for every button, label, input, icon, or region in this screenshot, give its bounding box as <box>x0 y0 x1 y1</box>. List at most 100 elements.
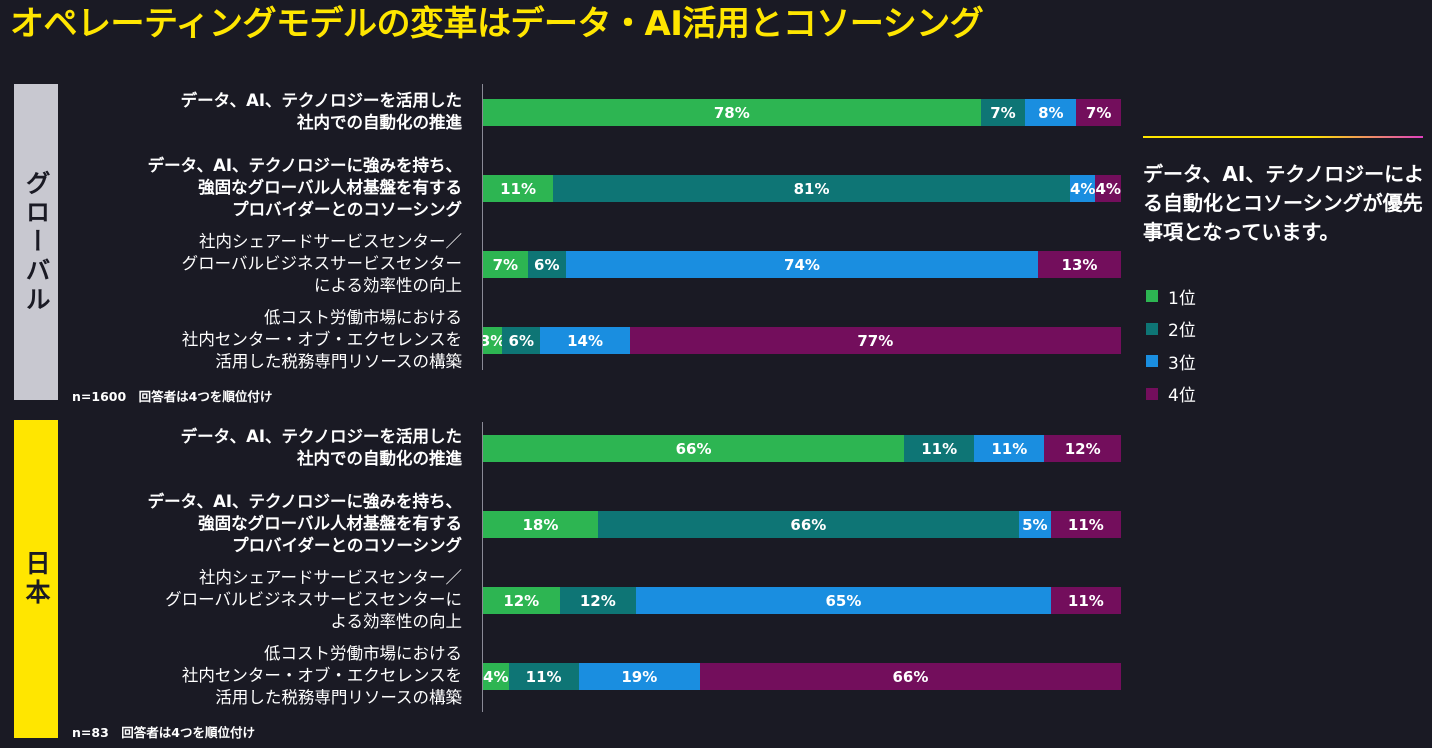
bar-segment: 11% <box>483 175 554 202</box>
data-label: 19% <box>621 667 658 686</box>
data-label: 3% <box>483 331 502 350</box>
category-label: データ、AI、テクノロジーを活用した 社内での自動化の推進 <box>70 90 462 134</box>
bar-segment: 8% <box>1025 99 1077 126</box>
category-label-line: 社内センター・オブ・エクセレンスを <box>181 330 462 349</box>
category-label: データ、AI、テクノロジーに強みを持ち、強固なグローバル人材基盤を有するプロバイ… <box>70 491 462 557</box>
data-label: 11% <box>1067 515 1104 534</box>
bar-segment: 11% <box>508 663 579 690</box>
category-label-line: 活用した税務専門リソースの構築 <box>215 688 462 707</box>
category-label-line: 強固なグローバル人材基盤を有する <box>198 178 462 197</box>
legend: 1位 2位 3位 4位 <box>1146 280 1196 410</box>
category-label-line: 活用した税務専門リソースの構築 <box>215 352 462 371</box>
bar-segment: 6% <box>527 251 566 278</box>
legend-item: 1位 <box>1146 280 1196 313</box>
bar-row: 12% 12% 65% 11% <box>483 587 1121 614</box>
data-label: 4% <box>1095 179 1121 198</box>
bar-segment: 4% <box>1069 175 1096 202</box>
data-label: 6% <box>534 255 560 274</box>
bar-row: 11% 81% 4% 4% <box>483 175 1121 202</box>
bar-segment: 74% <box>565 251 1039 278</box>
data-label: 65% <box>825 591 862 610</box>
bar-segment: 11% <box>1050 511 1121 538</box>
category-label-line: 社内シェアードサービスセンター／ <box>198 568 462 587</box>
axis-line-japan <box>482 422 483 712</box>
bar-segment: 3% <box>483 327 503 354</box>
bar-row: 18% 66% 5% 11% <box>483 511 1121 538</box>
category-label-line: プロバイダーとのコソーシング <box>232 200 462 219</box>
bar-segment: 65% <box>636 587 1051 614</box>
bar-segment: 66% <box>699 663 1121 690</box>
legend-label: 2位 <box>1168 321 1196 342</box>
category-label-line: グローバルビジネスサービスセンターに <box>165 590 462 609</box>
bar-row: 78% 7% 8% 7% <box>483 99 1121 126</box>
region-japan-label: 日本 <box>22 550 51 608</box>
category-label-line: よる効率性の向上 <box>330 612 462 631</box>
category-label: 社内シェアードサービスセンター／ グローバルビジネスサービスセンターによる効率性の… <box>70 567 462 633</box>
bar-segment: 77% <box>629 327 1121 354</box>
data-label: 66% <box>790 515 827 534</box>
bar-segment: 81% <box>553 175 1070 202</box>
region-global-label: グローバル <box>22 169 51 315</box>
bar-segment: 5% <box>1018 511 1051 538</box>
bar-row: 66% 11% 11% 12% <box>483 435 1121 462</box>
category-label-line: 強固なグローバル人材基盤を有する <box>198 514 462 533</box>
category-label-line: データ、AI、テクノロジーに強みを持ち、 <box>147 156 462 175</box>
data-label: 12% <box>503 591 540 610</box>
bar-segment: 6% <box>502 327 541 354</box>
region-japan-box: 日本 <box>14 420 58 738</box>
category-label-line: プロバイダーとのコソーシング <box>232 536 462 555</box>
sample-note-global: n=1600 回答者は4つを順位付け <box>72 389 273 404</box>
category-label-line: 低コスト労働市場における <box>264 308 462 327</box>
bar-segment: 4% <box>483 663 509 690</box>
data-label: 4% <box>483 667 509 686</box>
legend-label: 4位 <box>1168 386 1196 407</box>
data-label: 7% <box>1085 103 1112 122</box>
category-label-line: 社内での自動化の推進 <box>297 449 462 468</box>
data-label: 77% <box>857 331 894 350</box>
category-label-line: データ、AI、テクノロジーを活用した <box>180 427 462 446</box>
bar-row: 7% 6% 74% 13% <box>483 251 1121 278</box>
legend-item: 4位 <box>1146 378 1196 411</box>
category-label-line: データ、AI、テクノロジーを活用した <box>180 91 462 110</box>
category-label: 低コスト労働市場における 社内センター・オブ・エクセレンスを 活用した税務専門リソー… <box>70 643 462 709</box>
data-label: 11% <box>1067 591 1104 610</box>
category-label-line: による効率性の向上 <box>313 276 462 295</box>
bar-segment: 11% <box>974 435 1045 462</box>
bar-row: 4% 11% 19% 66% <box>483 663 1121 690</box>
bar-segment: 4% <box>1095 175 1121 202</box>
legend-swatch <box>1146 387 1158 400</box>
bar-segment: 7% <box>1076 99 1121 126</box>
data-label: 66% <box>675 439 712 458</box>
data-label: 11% <box>525 667 562 686</box>
data-label: 6% <box>508 331 534 350</box>
legend-item: 3位 <box>1146 345 1196 378</box>
bar-segment: 7% <box>980 99 1026 126</box>
category-label-line: 低コスト労働市場における <box>264 644 462 663</box>
bar-segment: 11% <box>1050 587 1121 614</box>
category-label-line: データ、AI、テクノロジーに強みを持ち、 <box>147 492 462 511</box>
data-label: 7% <box>492 255 519 274</box>
data-label: 18% <box>522 515 559 534</box>
data-label: 66% <box>892 667 929 686</box>
category-label: データ、AI、テクノロジーに強みを持ち、強固なグローバル人材基盤を有するプロバイ… <box>70 155 462 221</box>
bar-segment: 66% <box>597 511 1019 538</box>
data-label: 7% <box>990 103 1016 122</box>
bar-segment: 18% <box>483 511 598 538</box>
bar-segment: 66% <box>483 435 905 462</box>
region-global-box: グローバル <box>14 84 58 400</box>
data-label: 11% <box>921 439 958 458</box>
bar-row: 3% 6% 14% 77% <box>483 327 1121 354</box>
data-label: 12% <box>579 591 616 610</box>
category-label-line: 社内シェアードサービスセンター／ <box>198 232 462 251</box>
data-label: 4% <box>1069 179 1096 198</box>
legend-swatch <box>1146 290 1158 303</box>
data-label: 13% <box>1061 255 1098 274</box>
page-title: オペレーティングモデルの変革はデータ・AI活用とコソーシング <box>10 4 984 44</box>
data-label: 11% <box>991 439 1028 458</box>
category-label-line: グローバルビジネスサービスセンター <box>181 254 462 273</box>
bar-segment: 12% <box>559 587 637 614</box>
category-label: 低コスト労働市場における社内センター・オブ・エクセレンスを活用した税務専門リソー… <box>70 307 462 373</box>
bar-segment: 11% <box>904 435 975 462</box>
data-label: 78% <box>713 103 750 122</box>
legend-caption: データ、AI、テクノロジーによる自動化とコソーシングが優先事項となっています。 <box>1143 162 1425 244</box>
